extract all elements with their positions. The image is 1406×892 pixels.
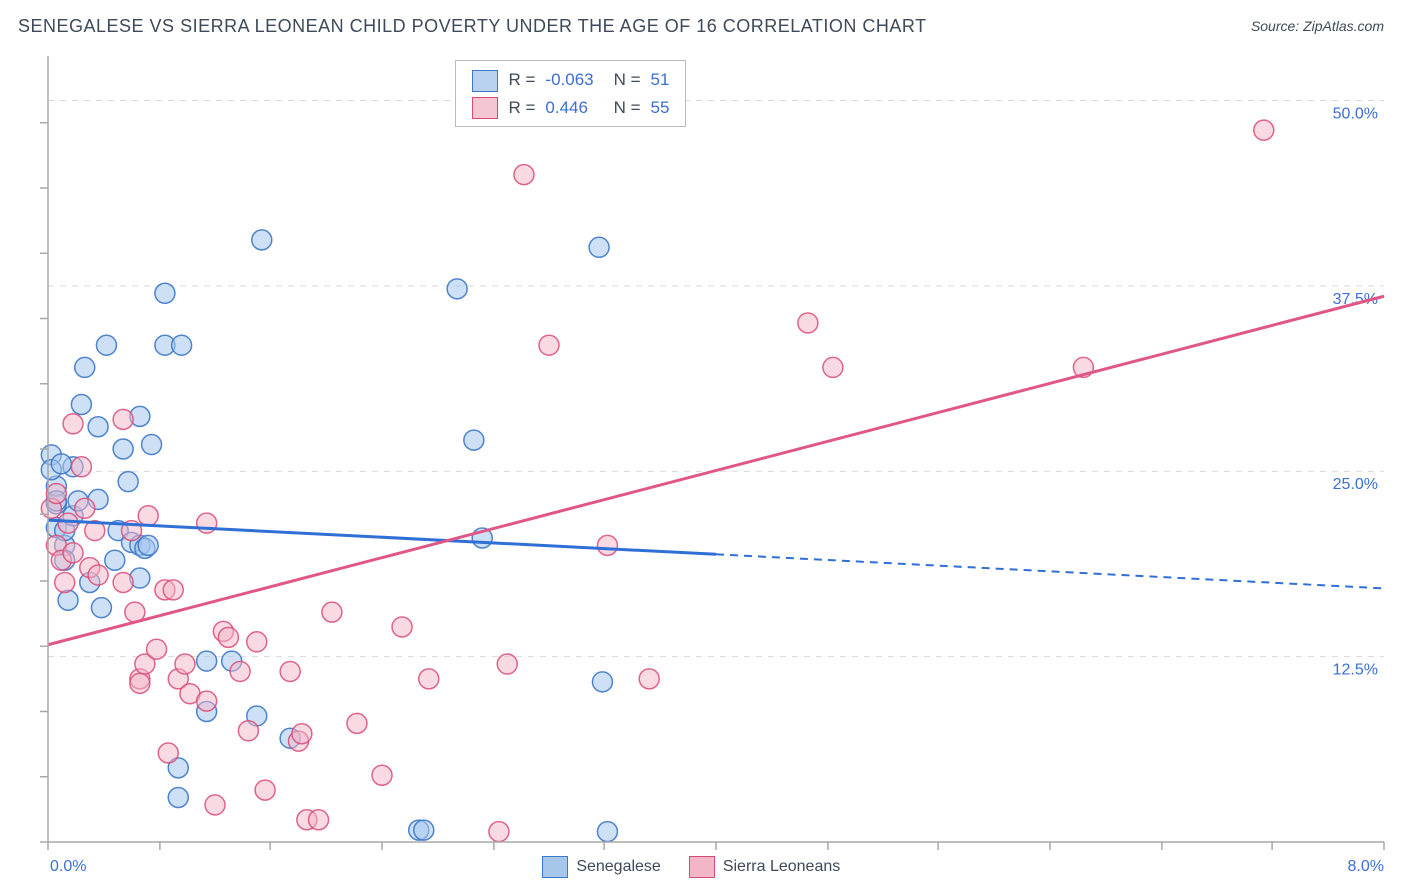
chart-title: SENEGALESE VS SIERRA LEONEAN CHILD POVER… <box>18 16 927 37</box>
y-grid-label: 50.0% <box>1333 105 1378 122</box>
scatter-point <box>597 535 617 555</box>
scatter-point <box>489 822 509 842</box>
correlation-stats-legend: R =-0.063N =51R = 0.446N =55 <box>455 60 686 127</box>
scatter-point <box>322 602 342 622</box>
scatter-point <box>113 439 133 459</box>
scatter-point <box>63 414 83 434</box>
scatter-point <box>88 565 108 585</box>
scatter-point <box>147 639 167 659</box>
scatter-point <box>292 724 312 744</box>
legend-item: Sierra Leoneans <box>689 856 840 878</box>
scatter-point <box>514 165 534 185</box>
scatter-point <box>163 580 183 600</box>
scatter-point <box>205 795 225 815</box>
scatter-point <box>75 498 95 518</box>
scatter-point <box>197 691 217 711</box>
scatter-point <box>347 713 367 733</box>
legend-swatch <box>689 856 715 878</box>
scatter-point <box>118 472 138 492</box>
legend-swatch <box>472 97 498 119</box>
scatter-point <box>63 543 83 563</box>
scatter-point <box>798 313 818 333</box>
scatter-point <box>172 335 192 355</box>
scatter-point <box>589 237 609 257</box>
scatter-point <box>88 417 108 437</box>
scatter-point <box>309 810 329 830</box>
x-axis-min-label: 0.0% <box>50 858 86 876</box>
scatter-point <box>280 661 300 681</box>
scatter-point <box>823 357 843 377</box>
scatter-point <box>392 617 412 637</box>
scatter-point <box>51 454 71 474</box>
scatter-point <box>46 483 66 503</box>
legend-swatch <box>472 70 498 92</box>
scatter-point <box>597 822 617 842</box>
scatter-point <box>91 598 111 618</box>
scatter-point <box>58 513 78 533</box>
scatter-point <box>113 572 133 592</box>
legend-item: Senegalese <box>542 856 661 878</box>
y-grid-label: 12.5% <box>1333 662 1378 679</box>
series-legend: Senegalese Sierra Leoneans <box>542 856 840 878</box>
scatter-point <box>113 409 133 429</box>
scatter-point <box>55 572 75 592</box>
legend-label: Sierra Leoneans <box>723 858 840 875</box>
scatter-point <box>105 550 125 570</box>
legend-stats-row: R =-0.063N =51 <box>468 67 673 93</box>
scatter-point <box>497 654 517 674</box>
scatter-point <box>138 535 158 555</box>
scatter-point <box>71 457 91 477</box>
scatter-point <box>372 765 392 785</box>
source-label: Source: ZipAtlas.com <box>1251 18 1384 34</box>
scatter-point <box>138 506 158 526</box>
scatter-point <box>238 721 258 741</box>
scatter-point <box>539 335 559 355</box>
scatter-point <box>71 395 91 415</box>
legend-stats-row: R = 0.446N =55 <box>468 95 673 121</box>
scatter-point <box>158 743 178 763</box>
scatter-point <box>639 669 659 689</box>
x-axis-max-label: 8.0% <box>1348 858 1384 876</box>
scatter-point <box>168 788 188 808</box>
scatter-point <box>142 435 162 455</box>
scatter-point <box>58 590 78 610</box>
scatter-point <box>130 673 150 693</box>
scatter-point <box>447 279 467 299</box>
scatter-point <box>197 513 217 533</box>
y-grid-label: 25.0% <box>1333 476 1378 493</box>
scatter-point <box>592 672 612 692</box>
scatter-point <box>218 627 238 647</box>
scatter-point <box>255 780 275 800</box>
scatter-point <box>1254 120 1274 140</box>
scatter-point <box>175 654 195 674</box>
scatter-plot: 12.5%25.0%37.5%50.0% <box>48 56 1384 842</box>
legend-label: Senegalese <box>576 858 661 875</box>
scatter-point <box>414 820 434 840</box>
scatter-point <box>464 430 484 450</box>
scatter-point <box>247 632 267 652</box>
legend-swatch <box>542 856 568 878</box>
scatter-point <box>155 283 175 303</box>
scatter-point <box>230 661 250 681</box>
scatter-point <box>419 669 439 689</box>
scatter-point <box>96 335 116 355</box>
scatter-point <box>197 651 217 671</box>
scatter-point <box>252 230 272 250</box>
scatter-point <box>75 357 95 377</box>
